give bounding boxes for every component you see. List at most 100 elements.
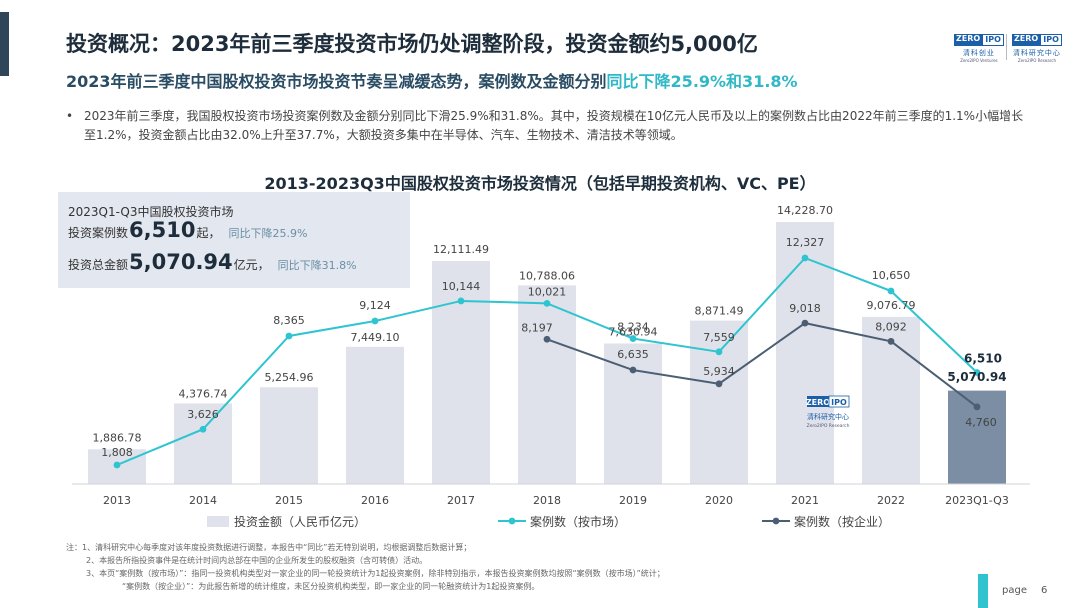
- amount-summary: 投资总金额 5,070.94 亿元， 同比下降31.8%: [68, 250, 357, 274]
- summary-info-box: 2023Q1-Q3中国股权投资市场 投资案例数 6,510 起， 同比下降25.…: [58, 192, 410, 288]
- x-tick-label-2017: 2017: [447, 494, 475, 507]
- footnote-4: “案例数（按企业）”：为此报告新增的统计维度，未区分投资机构类型，即一家企业的同…: [122, 582, 540, 591]
- logo-cn-text: 清科研究中心: [1012, 49, 1061, 57]
- logo-ipo: IPO: [1040, 34, 1062, 46]
- legend-enterprise-label: 案例数（按企业）: [794, 514, 890, 529]
- series-1-point-2023Q1-Q3: [973, 369, 981, 376]
- market-line-label-2020: 7,559: [703, 331, 735, 344]
- amount-label: 投资总金额: [68, 258, 129, 272]
- bar-value-label-2016: 7,449.10: [351, 331, 400, 344]
- cases-unit: 起，: [196, 226, 221, 240]
- series-2-point-2023Q1-Q3: [973, 403, 981, 411]
- series-1-point-2018: [543, 299, 551, 307]
- watermark-ipo-text: IPO: [831, 398, 847, 407]
- enterprise-line-label-2020: 5,934: [703, 365, 735, 378]
- market-line-label-2023Q1-Q3: 6,510: [964, 351, 1002, 365]
- bullet-dot-icon: •: [66, 109, 74, 123]
- series-1-point-2020: [715, 348, 723, 356]
- logo-en-text: Zero2IPO Research: [1017, 58, 1056, 63]
- series-1-point-2022: [887, 287, 895, 295]
- series-1-point-2014: [199, 425, 207, 433]
- cases-value: 6,510: [129, 218, 196, 242]
- x-tick-label-2022: 2022: [877, 494, 905, 507]
- bar-value-label-2014: 4,376.74: [179, 387, 228, 400]
- enterprise-line-label-2023Q1-Q3: 4,760: [965, 416, 997, 429]
- zero2ipo-research-logo: ZERO IPO 清科研究中心 Zero2IPO Research: [1012, 34, 1062, 63]
- left-accent-bar: [0, 12, 9, 76]
- series-2-point-2020: [715, 380, 723, 388]
- zero2ipo-ventures-logo: ZERO IPO 清科创业 Zero2IPO Ventures: [954, 34, 1004, 63]
- legend-enterprise-marker: [772, 517, 780, 525]
- x-tick-label-2014: 2014: [189, 494, 217, 507]
- bar-value-label-2019: 7,630.94: [609, 325, 658, 338]
- series-1-point-2013: [113, 461, 121, 469]
- bar-2015: [260, 387, 318, 484]
- series-1-point-2017: [457, 297, 465, 305]
- x-tick-label-2015: 2015: [275, 494, 303, 507]
- legend-market-marker: [508, 517, 516, 525]
- market-line-label-2016: 9,124: [359, 299, 391, 312]
- x-tick-label-2023Q1-Q3: 2023Q1-Q3: [945, 494, 1009, 507]
- bar-value-label-2013: 1,886.78: [93, 431, 142, 444]
- series-1-point-2021: [801, 254, 809, 262]
- series-1-point-2015: [285, 332, 293, 340]
- market-line-label-2015: 8,365: [273, 314, 305, 327]
- chart-title: 2013-2023Q3中国股权投资市场投资情况（包括早期投资机构、VC、PE）: [264, 174, 816, 193]
- cases-summary: 投资案例数 6,510 起， 同比下降25.9%: [68, 218, 307, 242]
- logo-en-text: Zero2IPO Ventures: [960, 58, 998, 63]
- bar-value-label-2022: 9,076.79: [867, 299, 916, 312]
- page-accent-bar: [978, 574, 988, 608]
- watermark-ipo-box: [828, 395, 850, 408]
- bar-2016: [346, 346, 404, 484]
- enterprise-line-label-2019: 6,635: [617, 348, 649, 361]
- bar-value-label-2018: 10,788.06: [519, 269, 575, 282]
- legend-bar-label: 投资金额（人民币亿元）: [234, 514, 366, 529]
- logo-ipo: IPO: [982, 34, 1004, 46]
- enterprise-line-label-2018: 8,197: [521, 321, 553, 334]
- market-line-label-2019: 8,234: [617, 321, 649, 334]
- page-subtitle: 2023年前三季度中国股权投资市场投资节奏呈减缓态势，案例数及金额分别同比下降2…: [66, 68, 798, 92]
- watermark-en-text: Zero2IPO Research: [807, 423, 850, 429]
- series-2-point-2022: [887, 337, 895, 345]
- series-2-point-2018: [543, 335, 551, 343]
- amount-change: 同比下降31.8%: [277, 259, 357, 272]
- page-title: 投资概况：2023年前三季度投资市场仍处调整阶段，投资金额约5,000亿: [66, 32, 758, 56]
- page-label: page: [1002, 585, 1027, 596]
- bar-value-label-2023Q1-Q3: 5,070.94: [947, 370, 1006, 384]
- x-tick-label-2016: 2016: [361, 494, 389, 507]
- x-tick-label-2018: 2018: [533, 494, 561, 507]
- x-tick-label-2020: 2020: [705, 494, 733, 507]
- market-line-label-2021: 12,327: [786, 236, 825, 249]
- enterprise-line-label-2021: 9,018: [789, 302, 821, 315]
- page-number: page 6: [1002, 585, 1047, 596]
- bar-2020: [690, 320, 748, 484]
- bar-2014: [174, 403, 232, 484]
- cases-change: 同比下降25.9%: [228, 227, 308, 240]
- watermark-logo-box: [807, 396, 829, 407]
- market-line-label-2018: 10,021: [528, 285, 567, 298]
- series-line-2: [546, 322, 978, 408]
- page-number-value: 6: [1040, 585, 1048, 596]
- footnote-3: 3、本页“案例数（按市场）”：指同一投资机构类型对一家企业的同一轮投资统计为1起…: [86, 569, 665, 578]
- bar-value-label-2020: 8,871.49: [695, 305, 744, 318]
- bar-2018: [518, 285, 576, 484]
- amount-value: 5,070.94: [129, 250, 233, 274]
- series-2-point-2021: [801, 319, 809, 327]
- legend-bar-swatch: [207, 516, 229, 527]
- x-tick-label-2019: 2019: [619, 494, 647, 507]
- subtitle-highlight: 同比下降25.9%和31.8%: [606, 72, 798, 91]
- watermark-zero-text: ZERO: [806, 398, 830, 407]
- bar-2019: [604, 343, 662, 484]
- logo-zero: ZERO: [954, 34, 983, 46]
- summary-bullet: • 2023年前三季度，我国股权投资市场投资案例数及金额分别同比下滑25.9%和…: [66, 107, 1030, 145]
- enterprise-line-label-2022: 8,092: [875, 320, 907, 333]
- logo-divider: [1006, 34, 1007, 60]
- logo-zero: ZERO: [1012, 34, 1041, 46]
- market-line-label-2014: 3,626: [187, 408, 219, 421]
- x-tick-label-2013: 2013: [103, 494, 131, 507]
- market-line-label-2022: 10,650: [872, 269, 911, 282]
- summary-text: 2023年前三季度，我国股权投资市场投资案例数及金额分别同比下滑25.9%和31…: [84, 109, 1024, 142]
- series-1-point-2019: [629, 335, 637, 342]
- footnotes: 注：1、清科研究中心每季度对该年度投资数据进行调整，本报告中“同比”若无特别说明…: [66, 541, 886, 593]
